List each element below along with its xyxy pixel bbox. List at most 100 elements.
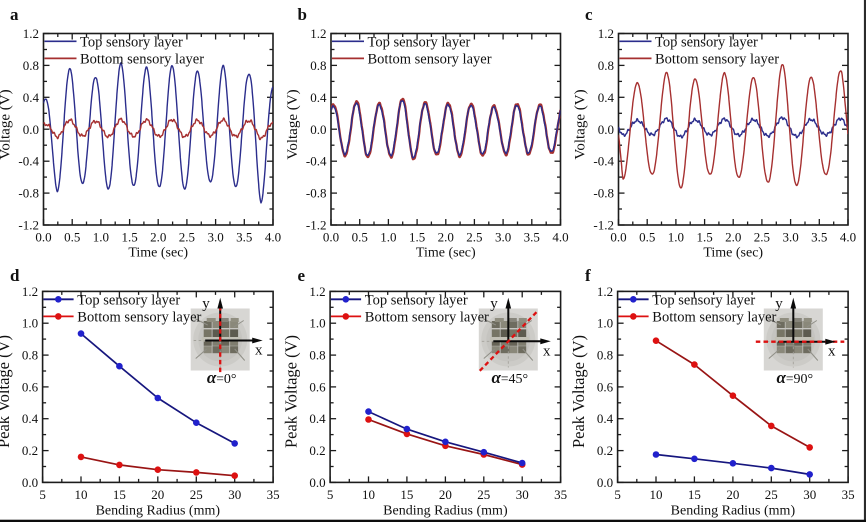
svg-text:Voltage (V): Voltage (V) (0, 89, 14, 159)
svg-text:-0.8: -0.8 (593, 186, 614, 201)
svg-text:-0.4: -0.4 (18, 154, 39, 169)
svg-text:1.5: 1.5 (121, 230, 137, 245)
svg-text:Peak Voltage (V): Peak Voltage (V) (569, 335, 588, 448)
svg-text:1.0: 1.0 (380, 230, 396, 245)
svg-text:Top sensory layer: Top sensory layer (365, 292, 468, 308)
svg-text:0.8: 0.8 (310, 58, 326, 73)
svg-text:3.0: 3.0 (207, 230, 223, 245)
svg-text:25: 25 (190, 487, 203, 502)
svg-text:y: y (775, 296, 783, 312)
svg-text:0.0: 0.0 (597, 475, 613, 490)
svg-text:30: 30 (516, 487, 529, 502)
svg-text:0.0: 0.0 (23, 122, 39, 137)
svg-text:α=45°: α=45° (491, 368, 528, 387)
svg-text:1.2: 1.2 (22, 284, 38, 299)
svg-text:2.0: 2.0 (725, 230, 741, 245)
svg-text:Voltage (V): Voltage (V) (285, 89, 301, 159)
svg-text:25: 25 (477, 487, 490, 502)
svg-text:1.2: 1.2 (309, 284, 325, 299)
svg-text:Bending Radius (mm): Bending Radius (mm) (96, 504, 221, 519)
svg-text:Bottom sensory layer: Bottom sensory layer (652, 309, 776, 325)
svg-text:1.2: 1.2 (598, 26, 614, 41)
svg-text:Top sensory layer: Top sensory layer (655, 34, 758, 50)
svg-text:1.0: 1.0 (309, 316, 325, 331)
svg-text:e: e (298, 266, 306, 285)
svg-text:Bottom sensory layer: Bottom sensory layer (77, 309, 201, 325)
svg-text:α=0°: α=0° (207, 368, 237, 387)
svg-text:3.0: 3.0 (782, 230, 798, 245)
svg-text:0.2: 0.2 (22, 443, 38, 458)
svg-text:2.5: 2.5 (179, 230, 195, 245)
svg-text:0.8: 0.8 (23, 58, 39, 73)
svg-text:Time (sec): Time (sec) (416, 246, 476, 261)
svg-text:0.4: 0.4 (23, 90, 40, 105)
svg-text:2.0: 2.0 (150, 230, 166, 245)
svg-text:0.0: 0.0 (323, 230, 339, 245)
svg-text:-1.2: -1.2 (593, 218, 614, 233)
svg-text:30: 30 (803, 487, 816, 502)
svg-text:1.5: 1.5 (696, 230, 712, 245)
svg-text:0.5: 0.5 (64, 230, 80, 245)
svg-text:Top sensory layer: Top sensory layer (77, 292, 180, 308)
svg-text:-0.8: -0.8 (18, 186, 39, 201)
svg-text:25: 25 (765, 487, 778, 502)
svg-text:3.5: 3.5 (811, 230, 827, 245)
svg-text:15: 15 (688, 487, 701, 502)
svg-text:10: 10 (362, 487, 375, 502)
svg-text:2.5: 2.5 (754, 230, 770, 245)
svg-text:x: x (828, 344, 836, 360)
svg-text:Time (sec): Time (sec) (128, 246, 188, 261)
svg-text:3.0: 3.0 (495, 230, 511, 245)
svg-text:Peak Voltage (V): Peak Voltage (V) (0, 335, 13, 448)
svg-text:10: 10 (650, 487, 663, 502)
svg-text:35: 35 (842, 487, 855, 502)
svg-text:a: a (10, 5, 19, 24)
svg-text:4.0: 4.0 (265, 230, 281, 245)
svg-text:0.4: 0.4 (309, 411, 326, 426)
svg-text:0.0: 0.0 (309, 475, 325, 490)
svg-text:20: 20 (726, 487, 739, 502)
svg-text:0.0: 0.0 (610, 230, 626, 245)
svg-text:0.8: 0.8 (598, 58, 614, 73)
svg-text:30: 30 (228, 487, 241, 502)
svg-text:0.2: 0.2 (597, 443, 613, 458)
svg-text:0.6: 0.6 (597, 379, 614, 394)
svg-text:0.4: 0.4 (598, 90, 615, 105)
svg-text:0.2: 0.2 (309, 443, 325, 458)
svg-text:1.2: 1.2 (597, 284, 613, 299)
svg-text:x: x (255, 343, 263, 359)
svg-text:0.0: 0.0 (35, 230, 51, 245)
svg-text:-0.4: -0.4 (306, 154, 327, 169)
svg-text:Bottom sensory layer: Bottom sensory layer (655, 51, 779, 67)
svg-text:35: 35 (267, 487, 280, 502)
svg-text:Top sensory layer: Top sensory layer (80, 34, 183, 50)
svg-text:35: 35 (554, 487, 567, 502)
svg-text:-1.2: -1.2 (18, 218, 39, 233)
svg-text:-0.4: -0.4 (593, 154, 614, 169)
svg-text:15: 15 (113, 487, 126, 502)
svg-text:0.4: 0.4 (310, 90, 327, 105)
svg-text:0.5: 0.5 (639, 230, 655, 245)
svg-text:5: 5 (327, 487, 334, 502)
svg-text:c: c (585, 5, 593, 24)
svg-text:α=90°: α=90° (776, 368, 813, 387)
svg-text:5: 5 (614, 487, 621, 502)
svg-text:Bending Radius (mm): Bending Radius (mm) (671, 504, 796, 519)
svg-text:2.5: 2.5 (466, 230, 482, 245)
svg-text:Time (sec): Time (sec) (703, 246, 763, 261)
svg-text:3.5: 3.5 (236, 230, 252, 245)
svg-text:1.0: 1.0 (668, 230, 684, 245)
svg-text:0.6: 0.6 (22, 379, 39, 394)
svg-text:Top sensory layer: Top sensory layer (652, 292, 755, 308)
svg-text:0.8: 0.8 (597, 348, 613, 363)
svg-text:10: 10 (75, 487, 88, 502)
svg-text:Top sensory layer: Top sensory layer (368, 34, 471, 50)
svg-text:Voltage (V): Voltage (V) (573, 89, 589, 159)
svg-text:20: 20 (151, 487, 164, 502)
svg-text:0.4: 0.4 (597, 411, 614, 426)
svg-text:x: x (543, 343, 551, 359)
svg-text:0.8: 0.8 (309, 348, 325, 363)
svg-text:d: d (10, 266, 20, 285)
svg-text:f: f (585, 266, 591, 285)
svg-text:-0.8: -0.8 (306, 186, 327, 201)
